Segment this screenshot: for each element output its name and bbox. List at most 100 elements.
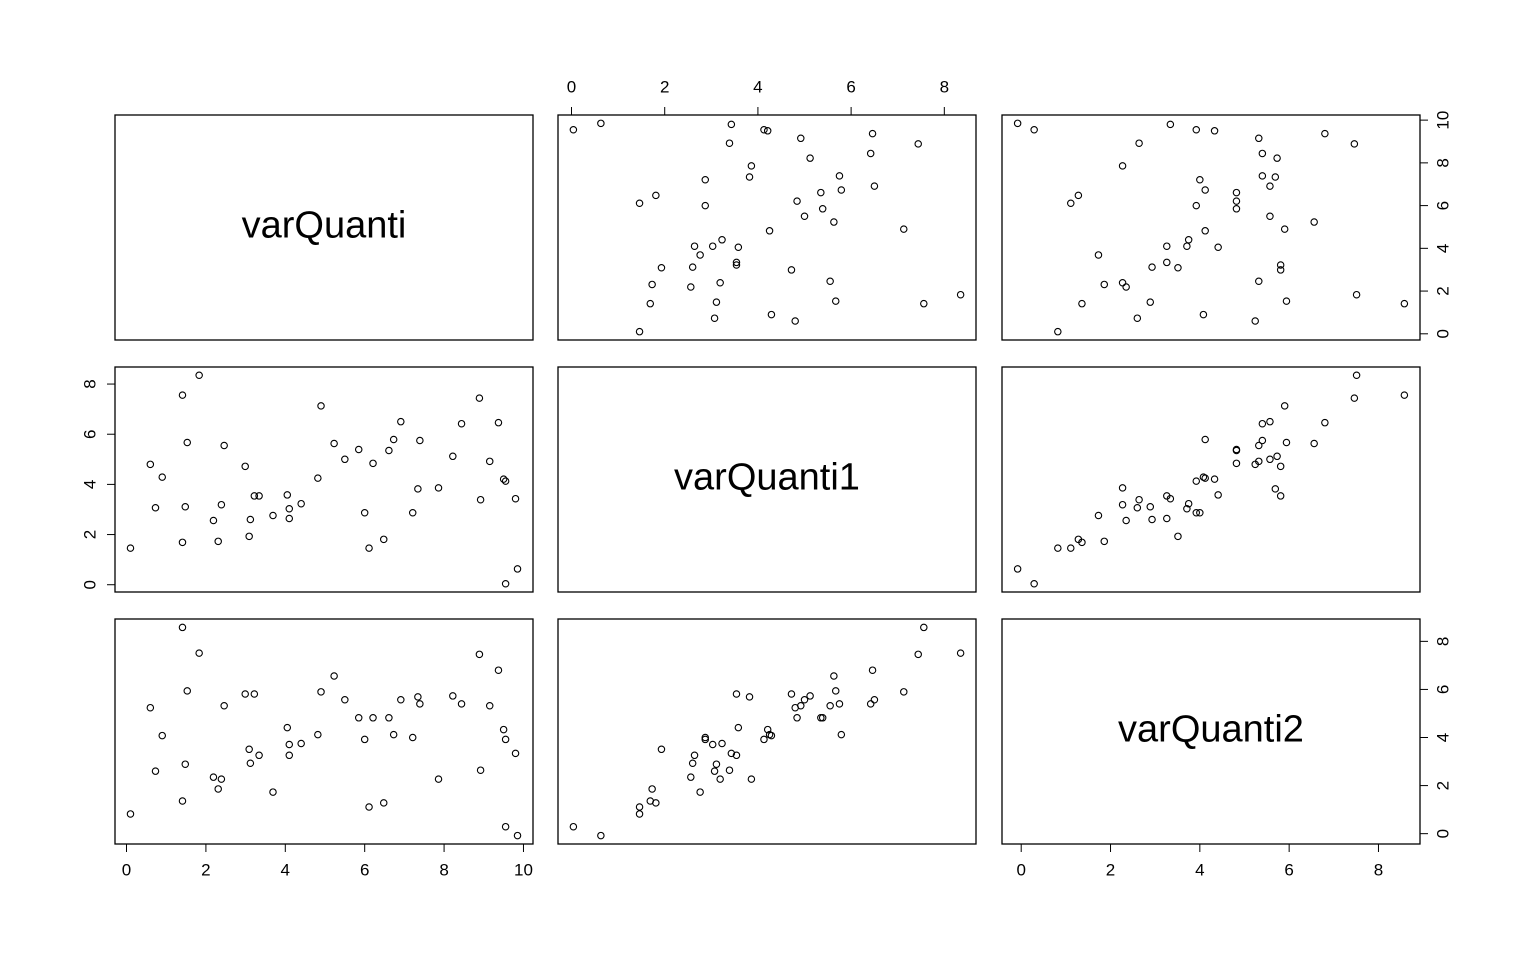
point: [511, 494, 520, 503]
point: [760, 125, 768, 134]
point: [250, 492, 259, 500]
point: [158, 731, 166, 740]
point: [1135, 139, 1143, 147]
point: [920, 299, 928, 308]
point: [285, 751, 294, 760]
point: [734, 243, 743, 252]
point: [1054, 327, 1062, 336]
point: [1196, 175, 1204, 184]
point: [1030, 579, 1038, 588]
point: [379, 799, 388, 807]
point: [1282, 438, 1291, 447]
point: [1163, 514, 1171, 523]
point: [457, 700, 466, 708]
point: [745, 693, 754, 701]
point: [1255, 277, 1263, 285]
x-tick-label: 2: [201, 860, 210, 879]
point: [635, 327, 644, 336]
point: [1232, 197, 1241, 205]
point: [745, 173, 754, 181]
point: [1214, 491, 1222, 499]
point: [408, 508, 417, 517]
point: [1146, 298, 1155, 306]
panel-frame: [114, 114, 534, 341]
point: [1074, 191, 1083, 200]
y-tick-label: 4: [1433, 244, 1452, 253]
panel-frame: [114, 366, 534, 593]
point: [806, 692, 814, 700]
point: [1192, 477, 1201, 485]
point: [1122, 516, 1130, 525]
point: [513, 831, 522, 840]
point: [657, 264, 666, 272]
point: [379, 535, 388, 544]
point: [385, 446, 393, 455]
point: [701, 201, 710, 210]
point: [1310, 218, 1318, 226]
x-tick-label: 4: [1195, 860, 1204, 879]
point: [635, 803, 644, 811]
point: [1258, 172, 1267, 180]
variable-name: varQuanti: [242, 205, 407, 247]
point: [151, 503, 160, 512]
point: [354, 714, 363, 722]
point: [195, 371, 203, 380]
panel-frame: [557, 366, 977, 593]
point: [178, 797, 187, 805]
point: [297, 739, 305, 748]
point: [1232, 188, 1241, 197]
point: [365, 803, 373, 811]
point: [760, 735, 768, 744]
point: [317, 402, 325, 410]
point: [285, 504, 294, 513]
y-tick-label: 6: [1433, 685, 1452, 694]
point: [1266, 417, 1274, 426]
x-tick-label: 2: [1106, 860, 1115, 879]
point: [725, 766, 734, 774]
point: [690, 242, 699, 250]
point: [696, 788, 704, 796]
point: [835, 172, 844, 180]
panel-frame: [557, 114, 977, 341]
y-tick-label: 8: [1433, 158, 1452, 167]
point: [868, 129, 877, 138]
point: [797, 134, 805, 143]
point: [151, 767, 160, 775]
panel-frame: [114, 618, 534, 845]
point: [245, 532, 253, 541]
point: [800, 696, 809, 704]
point: [900, 688, 908, 696]
y-tick-label: 8: [1433, 637, 1452, 646]
point: [1321, 129, 1329, 138]
panel-frame: [1001, 366, 1421, 593]
point: [449, 452, 457, 461]
point: [763, 127, 772, 135]
x-tick-label: 4: [753, 77, 762, 96]
point: [1273, 154, 1281, 162]
point: [1192, 201, 1201, 210]
point: [710, 767, 719, 775]
point: [1067, 199, 1075, 207]
point: [718, 739, 726, 748]
point: [183, 438, 191, 447]
point: [146, 703, 155, 712]
x-tick-label: 0: [567, 77, 576, 96]
point: [476, 495, 485, 504]
point: [787, 266, 796, 274]
point: [837, 186, 846, 194]
point: [1118, 278, 1127, 287]
point: [765, 227, 774, 235]
point: [245, 745, 253, 754]
point: [365, 544, 373, 552]
point: [385, 714, 393, 722]
point: [652, 191, 660, 200]
point: [688, 759, 697, 767]
x-tick-label: 6: [846, 77, 855, 96]
point: [501, 477, 510, 485]
point: [1273, 452, 1281, 461]
point: [513, 565, 522, 573]
point: [688, 263, 697, 271]
point: [1352, 290, 1361, 299]
point: [1276, 462, 1285, 471]
